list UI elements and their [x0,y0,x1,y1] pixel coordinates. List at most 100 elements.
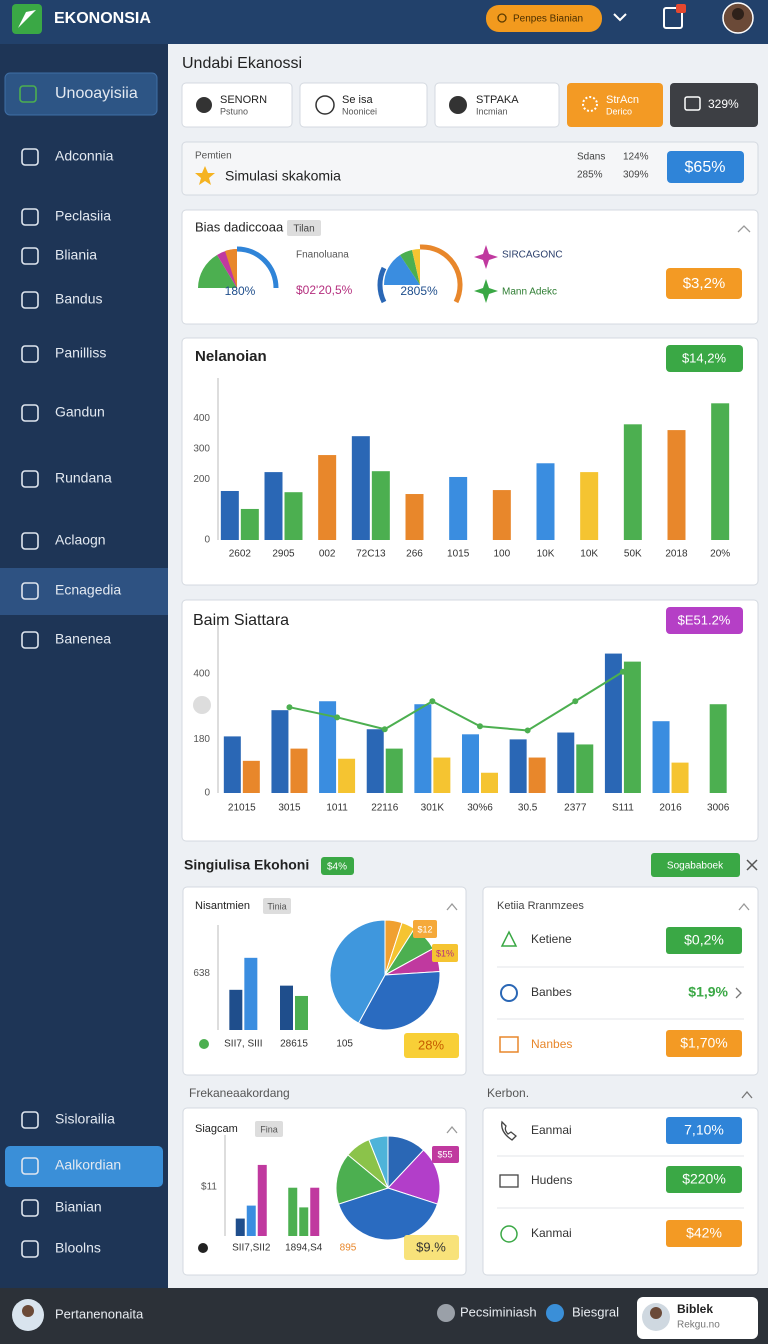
tool-button[interactable] [299,82,428,128]
menu-icon[interactable] [21,1240,39,1258]
menu-item[interactable]: Bianian [55,1199,102,1215]
menu-icon[interactable] [21,1199,39,1217]
bar [284,492,303,540]
menu-icon[interactable] [21,582,39,600]
bar [229,989,243,1030]
menu-item[interactable]: Bandus [55,291,102,307]
gauge-value: 180% [225,284,256,298]
collapse-icon[interactable] [738,902,750,911]
tool-title[interactable]: StrAcn [606,94,639,106]
scroll-handle[interactable] [193,696,211,714]
collapse-icon[interactable] [737,225,751,233]
header-button[interactable] [486,5,602,32]
menu-icon[interactable] [21,291,39,309]
header-button-label[interactable]: Penpes Bianian [513,14,583,25]
tag [263,898,291,914]
annotation-bg [413,920,437,938]
row-label: Banbes [531,985,572,999]
tool-button[interactable] [567,83,663,127]
x-tick-label: 10K [537,549,555,560]
collapse-icon[interactable] [446,1125,458,1134]
gauge-title: Bias dadiccoaa [195,219,284,234]
gauge-wedge [198,255,237,288]
tool-subtitle[interactable]: Pstuno [220,106,248,116]
menu-item[interactable]: Ecnagedia [55,582,121,598]
pie-annotations: $12 $1% 28% $55 895 $9.% [340,920,459,1260]
footer-option[interactable]: Pecsiminiash [460,1304,537,1319]
notify-icon[interactable] [663,7,683,29]
collapse-icon[interactable] [741,1090,753,1099]
profile-card[interactable] [637,1297,758,1339]
section-button-label[interactable]: Sogababoek [667,861,724,872]
close-icon[interactable] [746,859,758,871]
tool-title[interactable]: 329% [708,97,739,111]
menu-icon[interactable] [19,85,37,103]
footer-avatar-head [22,1305,34,1317]
line-point [477,723,483,730]
menu-item[interactable]: Rundana [55,470,112,486]
menu-item[interactable]: Bliania [55,247,97,263]
row-value-bg [666,927,742,954]
dropdown-icon[interactable] [613,13,627,22]
menu-item[interactable]: Aclaogn [55,532,106,548]
bar [433,757,451,793]
x-tick-label: 21015 [228,803,256,814]
tool-title[interactable]: Se isa [342,94,373,106]
menu-icon[interactable] [21,532,39,550]
x-tick-label: S111 [612,803,634,814]
footer-option[interactable]: Biesgral [572,1304,619,1319]
tool-subtitle[interactable]: Noonicei [342,106,377,116]
section-button[interactable] [651,853,740,877]
tool-title[interactable]: SENORN [220,94,267,106]
sidebar-active [5,1146,163,1187]
menu-item[interactable]: Gandun [55,404,105,420]
menu-item[interactable]: Aalkordian [55,1157,121,1173]
tool-button[interactable] [670,83,758,127]
bar [338,758,356,793]
menu-icon[interactable] [21,148,39,166]
gauge-arc [419,244,463,304]
brand: EKONONSIA [54,10,151,27]
chevron[interactable] [735,987,742,999]
summary-button-label[interactable]: $65% [685,159,726,176]
x-tick-label: 1894,S4 [285,1243,323,1254]
menu-item[interactable]: Adconnia [55,148,114,164]
menu-icon[interactable] [21,208,39,226]
menu-item[interactable]: Peclasiia [55,208,111,224]
menu-icon[interactable] [21,1157,39,1175]
menu-item[interactable]: Sislorailia [55,1111,115,1127]
bar [481,772,498,793]
menu-item[interactable]: Bloolns [55,1240,101,1256]
menu-icon[interactable] [21,247,39,265]
menu-item[interactable]: Unooayisiia [55,85,138,102]
tool-title[interactable]: STPAKA [476,94,519,106]
legend-icon [474,279,498,303]
menu-icon[interactable] [21,631,39,649]
star-icon [195,166,215,185]
menu-icon[interactable] [21,404,39,422]
line-point [286,704,293,711]
tool-subtitle[interactable]: Derico [606,106,632,116]
gauge-button-label[interactable]: $3,2% [683,275,726,292]
menu-icon[interactable] [21,1111,39,1129]
bar [319,701,337,793]
row-value-bg [666,1030,742,1057]
tool-button[interactable] [434,82,560,128]
tag-label: Tinia [267,901,286,911]
tool-button[interactable] [181,82,293,128]
radio[interactable] [546,1304,564,1322]
menu-item[interactable]: Panilliss [55,345,106,361]
summary-stat: 124% [623,152,649,163]
summary-button[interactable] [667,151,744,183]
collapse-icon[interactable] [446,902,458,911]
gauge-button[interactable] [666,268,742,299]
tool-icon [684,96,701,111]
tool-subtitle[interactable]: Incmian [476,106,508,116]
x-tick-label: 28615 [280,1039,308,1050]
bar [576,744,594,793]
menu-icon[interactable] [21,345,39,363]
menu-item[interactable]: Banenea [55,631,111,647]
menu-icon[interactable] [21,470,39,488]
radio[interactable] [437,1304,455,1322]
bar [462,734,479,793]
